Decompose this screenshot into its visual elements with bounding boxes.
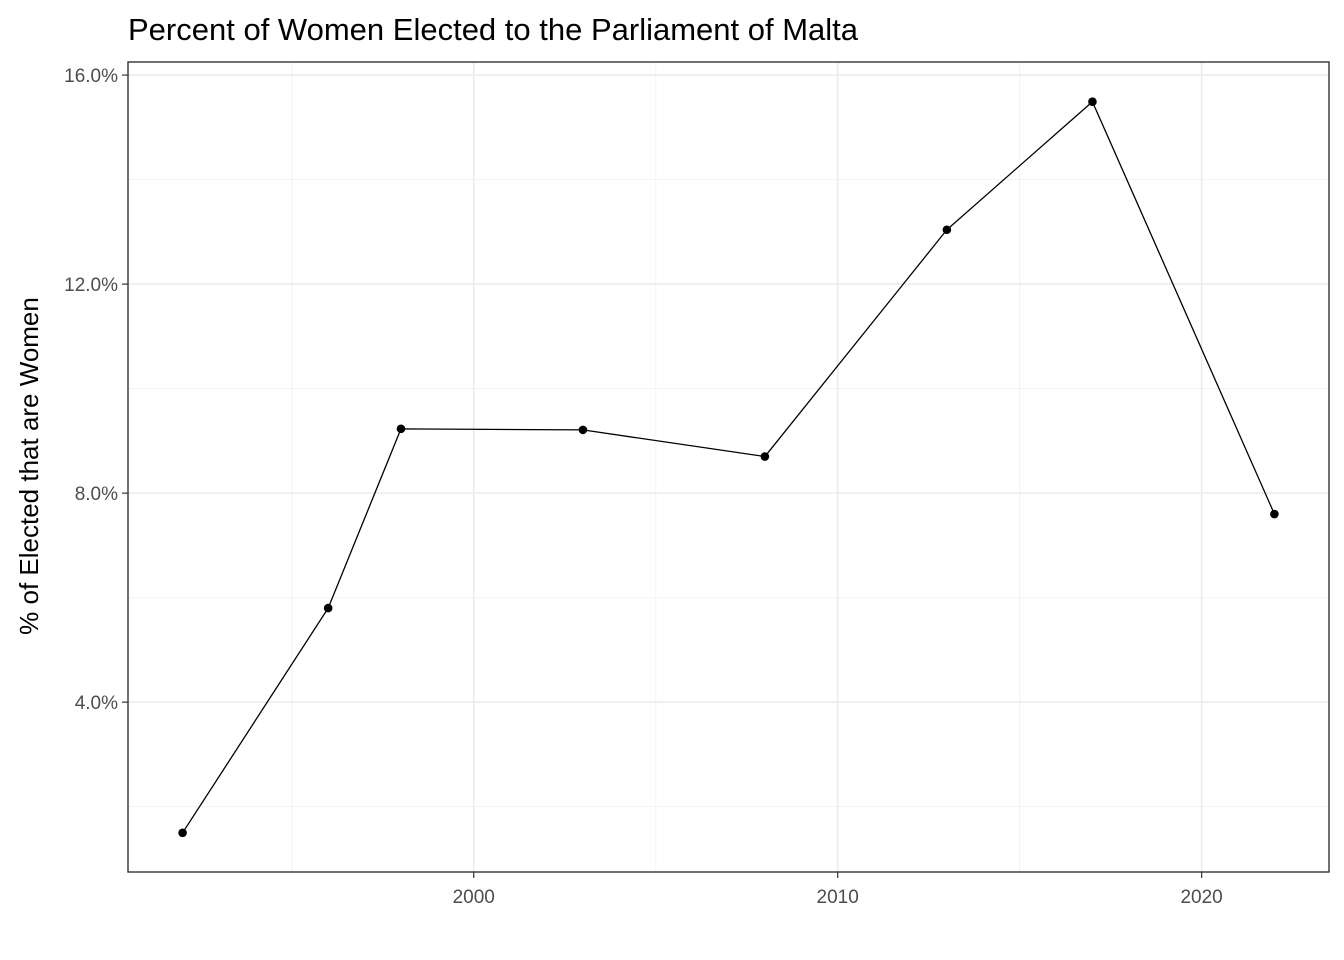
series-layer xyxy=(178,97,1279,838)
x-tick-label: 2000 xyxy=(453,887,495,908)
y-tick-label: 12.0% xyxy=(64,275,118,296)
data-point xyxy=(1270,509,1279,519)
series-line xyxy=(182,101,1276,834)
data-point xyxy=(178,828,187,838)
data-point xyxy=(1088,97,1097,107)
major-gridlines xyxy=(128,62,1329,872)
y-axis-title: % of Elected that are Women xyxy=(14,297,44,635)
plot-panel xyxy=(127,61,1330,873)
panel-border xyxy=(127,61,1330,873)
y-tick-label: 8.0% xyxy=(75,484,118,505)
chart-title: Percent of Women Elected to the Parliame… xyxy=(128,12,859,47)
data-point xyxy=(942,225,952,235)
x-tick-label: 2010 xyxy=(817,887,859,908)
x-tick-label: 2020 xyxy=(1180,887,1222,908)
data-point xyxy=(396,424,406,434)
y-axis: 4.0% 8.0% 12.0% 16.0% xyxy=(64,66,128,714)
minor-gridlines xyxy=(128,62,1329,872)
data-point xyxy=(578,425,588,435)
y-tick-label: 4.0% xyxy=(75,693,118,714)
data-point xyxy=(760,452,770,461)
data-point xyxy=(323,603,333,613)
x-axis: 2000 2010 2020 xyxy=(453,872,1223,908)
y-tick-label: 16.0% xyxy=(64,66,118,87)
